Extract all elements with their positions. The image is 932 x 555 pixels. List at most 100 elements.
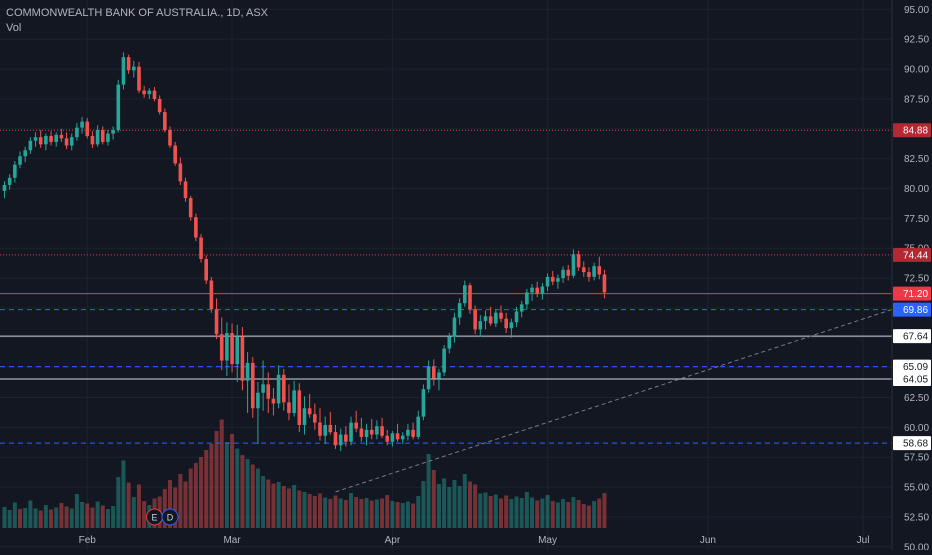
volume-bar — [369, 500, 374, 528]
volume-bar — [364, 498, 369, 528]
candle-body — [209, 280, 214, 310]
chart-header: COMMONWEALTH BANK OF AUSTRALIA., 1D, ASX… — [6, 6, 268, 36]
candle-body — [561, 269, 565, 279]
price-tick-label: 77.50 — [904, 214, 929, 225]
candle-body — [271, 398, 276, 404]
candle-body — [426, 366, 431, 390]
volume-bar — [447, 487, 452, 528]
candle-body — [163, 112, 167, 131]
candle-body — [157, 98, 162, 113]
volume-bar — [509, 499, 514, 528]
candle-body — [33, 137, 38, 141]
price-level-badge[interactable] — [893, 372, 931, 387]
volume-bar — [188, 468, 193, 528]
volume-bar — [442, 478, 447, 528]
candle-body — [545, 276, 550, 287]
volume-bar — [561, 499, 566, 528]
candle-body — [85, 121, 90, 136]
volume-bar — [530, 497, 535, 528]
volume-bar — [519, 498, 524, 528]
candle-body — [530, 287, 534, 293]
price-level-badge-label: 64.05 — [903, 375, 928, 386]
candle-body — [152, 90, 157, 99]
candle-body — [473, 309, 477, 330]
candle-body — [297, 390, 302, 425]
volume-bar — [323, 497, 328, 528]
volume-bar — [395, 502, 400, 528]
candle-body — [442, 348, 446, 373]
candle-body — [54, 134, 59, 142]
candle-body — [137, 66, 141, 91]
volume-bar — [230, 434, 235, 528]
candle-body — [318, 422, 322, 436]
price-level-badge[interactable] — [893, 302, 931, 317]
candle-body — [338, 434, 343, 446]
price-tick-label: 52.50 — [904, 512, 929, 523]
candle-body — [28, 140, 33, 151]
volume-bar — [540, 498, 545, 528]
volume-bar — [261, 476, 266, 528]
candle-body — [566, 269, 571, 276]
price-level-badge[interactable] — [893, 247, 931, 262]
candle-body — [256, 392, 260, 409]
price-level-badge[interactable] — [893, 329, 931, 344]
volume-bar — [317, 493, 322, 528]
candle-body — [499, 312, 503, 319]
price-level-badge[interactable] — [893, 359, 931, 374]
candle-body — [504, 318, 508, 329]
volume-bar — [328, 499, 333, 528]
candle-body — [514, 311, 519, 323]
price-level-badge[interactable] — [893, 123, 931, 138]
price-tick-label: 60.00 — [904, 423, 929, 434]
volume-bar — [224, 442, 229, 528]
price-tick-label: 92.50 — [904, 35, 929, 46]
volume-bar — [111, 506, 116, 528]
candle-body — [38, 137, 43, 145]
volume-bar — [452, 480, 457, 528]
volume-bar — [504, 495, 509, 528]
volume-bar — [566, 502, 571, 528]
volume-bar — [219, 419, 224, 528]
candle-body — [380, 426, 384, 436]
candle-body — [178, 163, 183, 182]
candle-body — [313, 414, 317, 423]
volume-bar — [204, 450, 209, 528]
candle-body — [494, 312, 498, 324]
price-level-badge[interactable] — [893, 436, 931, 451]
volume-bar — [349, 493, 354, 528]
candle-body — [64, 138, 69, 146]
price-level-badge[interactable] — [893, 286, 931, 301]
trendline[interactable] — [335, 229, 932, 493]
candle-body — [437, 372, 441, 379]
candle-body — [592, 266, 596, 277]
candle-body — [240, 336, 245, 381]
volume-bar — [43, 505, 48, 528]
candle-body — [581, 267, 586, 273]
volume-bar — [411, 503, 416, 528]
candle-body — [468, 285, 472, 310]
volume-bar — [131, 497, 136, 528]
candle-body — [204, 258, 209, 281]
candle-body — [225, 333, 229, 361]
volume-bar — [90, 507, 95, 528]
candle-body — [447, 336, 452, 349]
volume-bar — [250, 464, 255, 528]
volume-bar — [64, 506, 69, 528]
volume-bar — [431, 470, 436, 528]
volume-bar — [581, 504, 586, 528]
symbol-title[interactable]: COMMONWEALTH BANK OF AUSTRALIA., 1D, ASX — [6, 7, 269, 19]
volume-bar — [178, 474, 183, 528]
volume-bar — [312, 496, 317, 528]
volume-bar — [286, 488, 291, 528]
candle-body — [525, 292, 529, 305]
candle-body — [100, 130, 105, 142]
price-level-badge-label: 71.20 — [903, 289, 928, 300]
candle-body — [307, 408, 312, 415]
event-marker[interactable] — [161, 508, 179, 526]
volume-bar — [499, 498, 504, 528]
candle-body — [59, 134, 64, 139]
candle-body — [142, 90, 146, 95]
candle-body — [261, 384, 265, 393]
volume-bar — [426, 454, 431, 528]
